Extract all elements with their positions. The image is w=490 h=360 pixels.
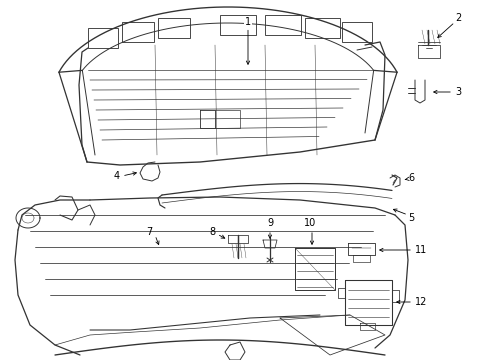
Text: 11: 11 bbox=[415, 245, 427, 255]
Bar bbox=[88, 28, 118, 48]
Text: 12: 12 bbox=[415, 297, 427, 307]
Text: 4: 4 bbox=[114, 171, 120, 181]
Bar bbox=[342, 22, 372, 42]
Text: 3: 3 bbox=[455, 87, 461, 97]
Bar bbox=[305, 18, 340, 38]
Bar bbox=[220, 15, 256, 35]
Text: 2: 2 bbox=[455, 13, 461, 23]
Text: 9: 9 bbox=[267, 218, 273, 228]
Bar bbox=[158, 18, 190, 38]
Text: 7: 7 bbox=[146, 227, 152, 237]
Bar bbox=[122, 22, 154, 42]
Text: 6: 6 bbox=[408, 173, 414, 183]
Bar bbox=[265, 15, 301, 35]
Text: 5: 5 bbox=[408, 213, 414, 223]
Text: 10: 10 bbox=[304, 218, 316, 228]
Text: 1: 1 bbox=[245, 17, 251, 64]
Text: 8: 8 bbox=[209, 227, 215, 237]
